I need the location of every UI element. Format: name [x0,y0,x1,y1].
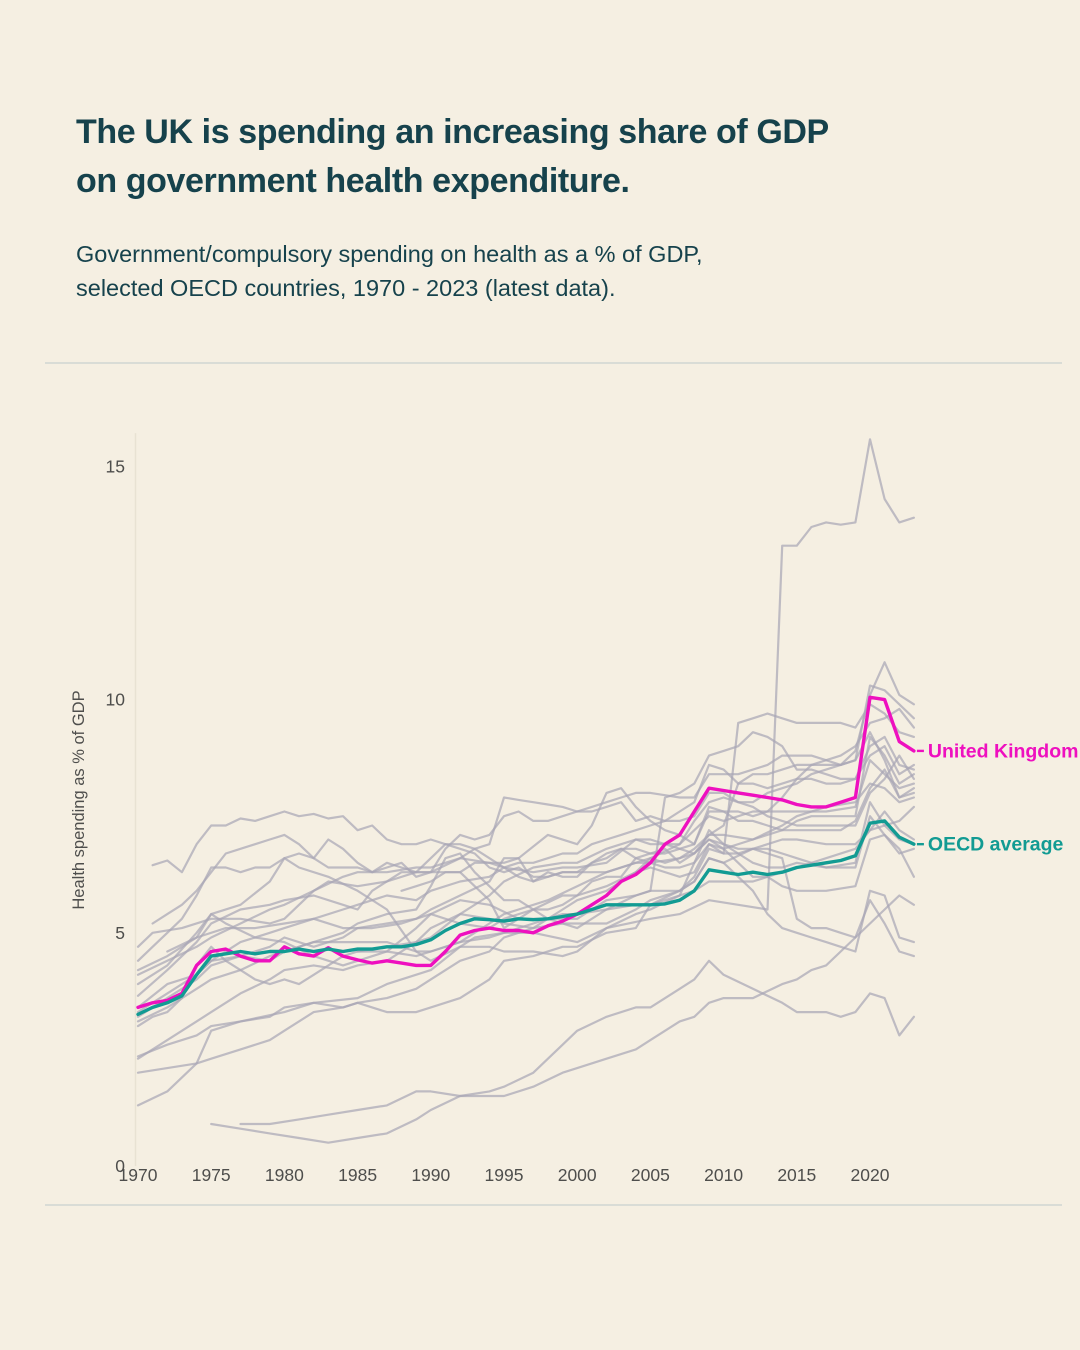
x-tick-label: 1975 [192,1165,231,1185]
country-line [239,894,916,1126]
x-tick-label: 2000 [558,1165,597,1185]
x-tick-label: 2010 [704,1165,743,1185]
x-tick-label: 2015 [777,1165,816,1185]
page-subtitle-line1: Government/compulsory spending on health… [76,241,703,267]
country-line [136,833,916,1107]
section-divider-bottom [45,1204,1062,1206]
x-tick-label: 1990 [411,1165,450,1185]
page-title-line2: on government health expenditure. [76,162,630,200]
country-line [151,703,916,878]
country-line [400,815,916,930]
country-line [136,661,916,962]
country-line [136,857,916,1074]
section-divider-top [45,362,1062,364]
country-line [136,759,916,1014]
page-subtitle: Government/compulsory spending on health… [76,237,703,305]
oecd-average-line [136,819,916,1017]
page-title: The UK is spending an increasing share o… [76,108,829,206]
x-tick-label: 1995 [485,1165,524,1185]
uk-line [136,695,916,1010]
country-line [151,745,916,925]
y-tick-label: 15 [106,456,125,476]
x-tick-label: 2005 [631,1165,670,1185]
country-line [136,801,916,1060]
y-tick-label: 10 [106,690,126,710]
x-tick-label: 1980 [265,1165,304,1185]
oecd-series-label: OECD average [928,834,1064,856]
x-tick-label: 2020 [851,1165,890,1185]
y-tick-label: 0 [115,1156,125,1176]
country-line [136,684,916,976]
page-title-line1: The UK is spending an increasing share o… [76,113,829,151]
country-line [210,959,916,1144]
y-axis-title: Health spending as % of GDP [70,690,88,909]
uk-series-label: United Kingdom [928,740,1079,762]
country-line [136,829,916,986]
y-tick-label: 5 [115,923,125,943]
page-subtitle-line2: selected OECD countries, 1970 - 2023 (la… [76,275,616,301]
x-tick-label: 1985 [338,1165,377,1185]
country-line [136,735,916,948]
country-line [136,768,916,1018]
x-tick-label: 1970 [119,1165,158,1185]
